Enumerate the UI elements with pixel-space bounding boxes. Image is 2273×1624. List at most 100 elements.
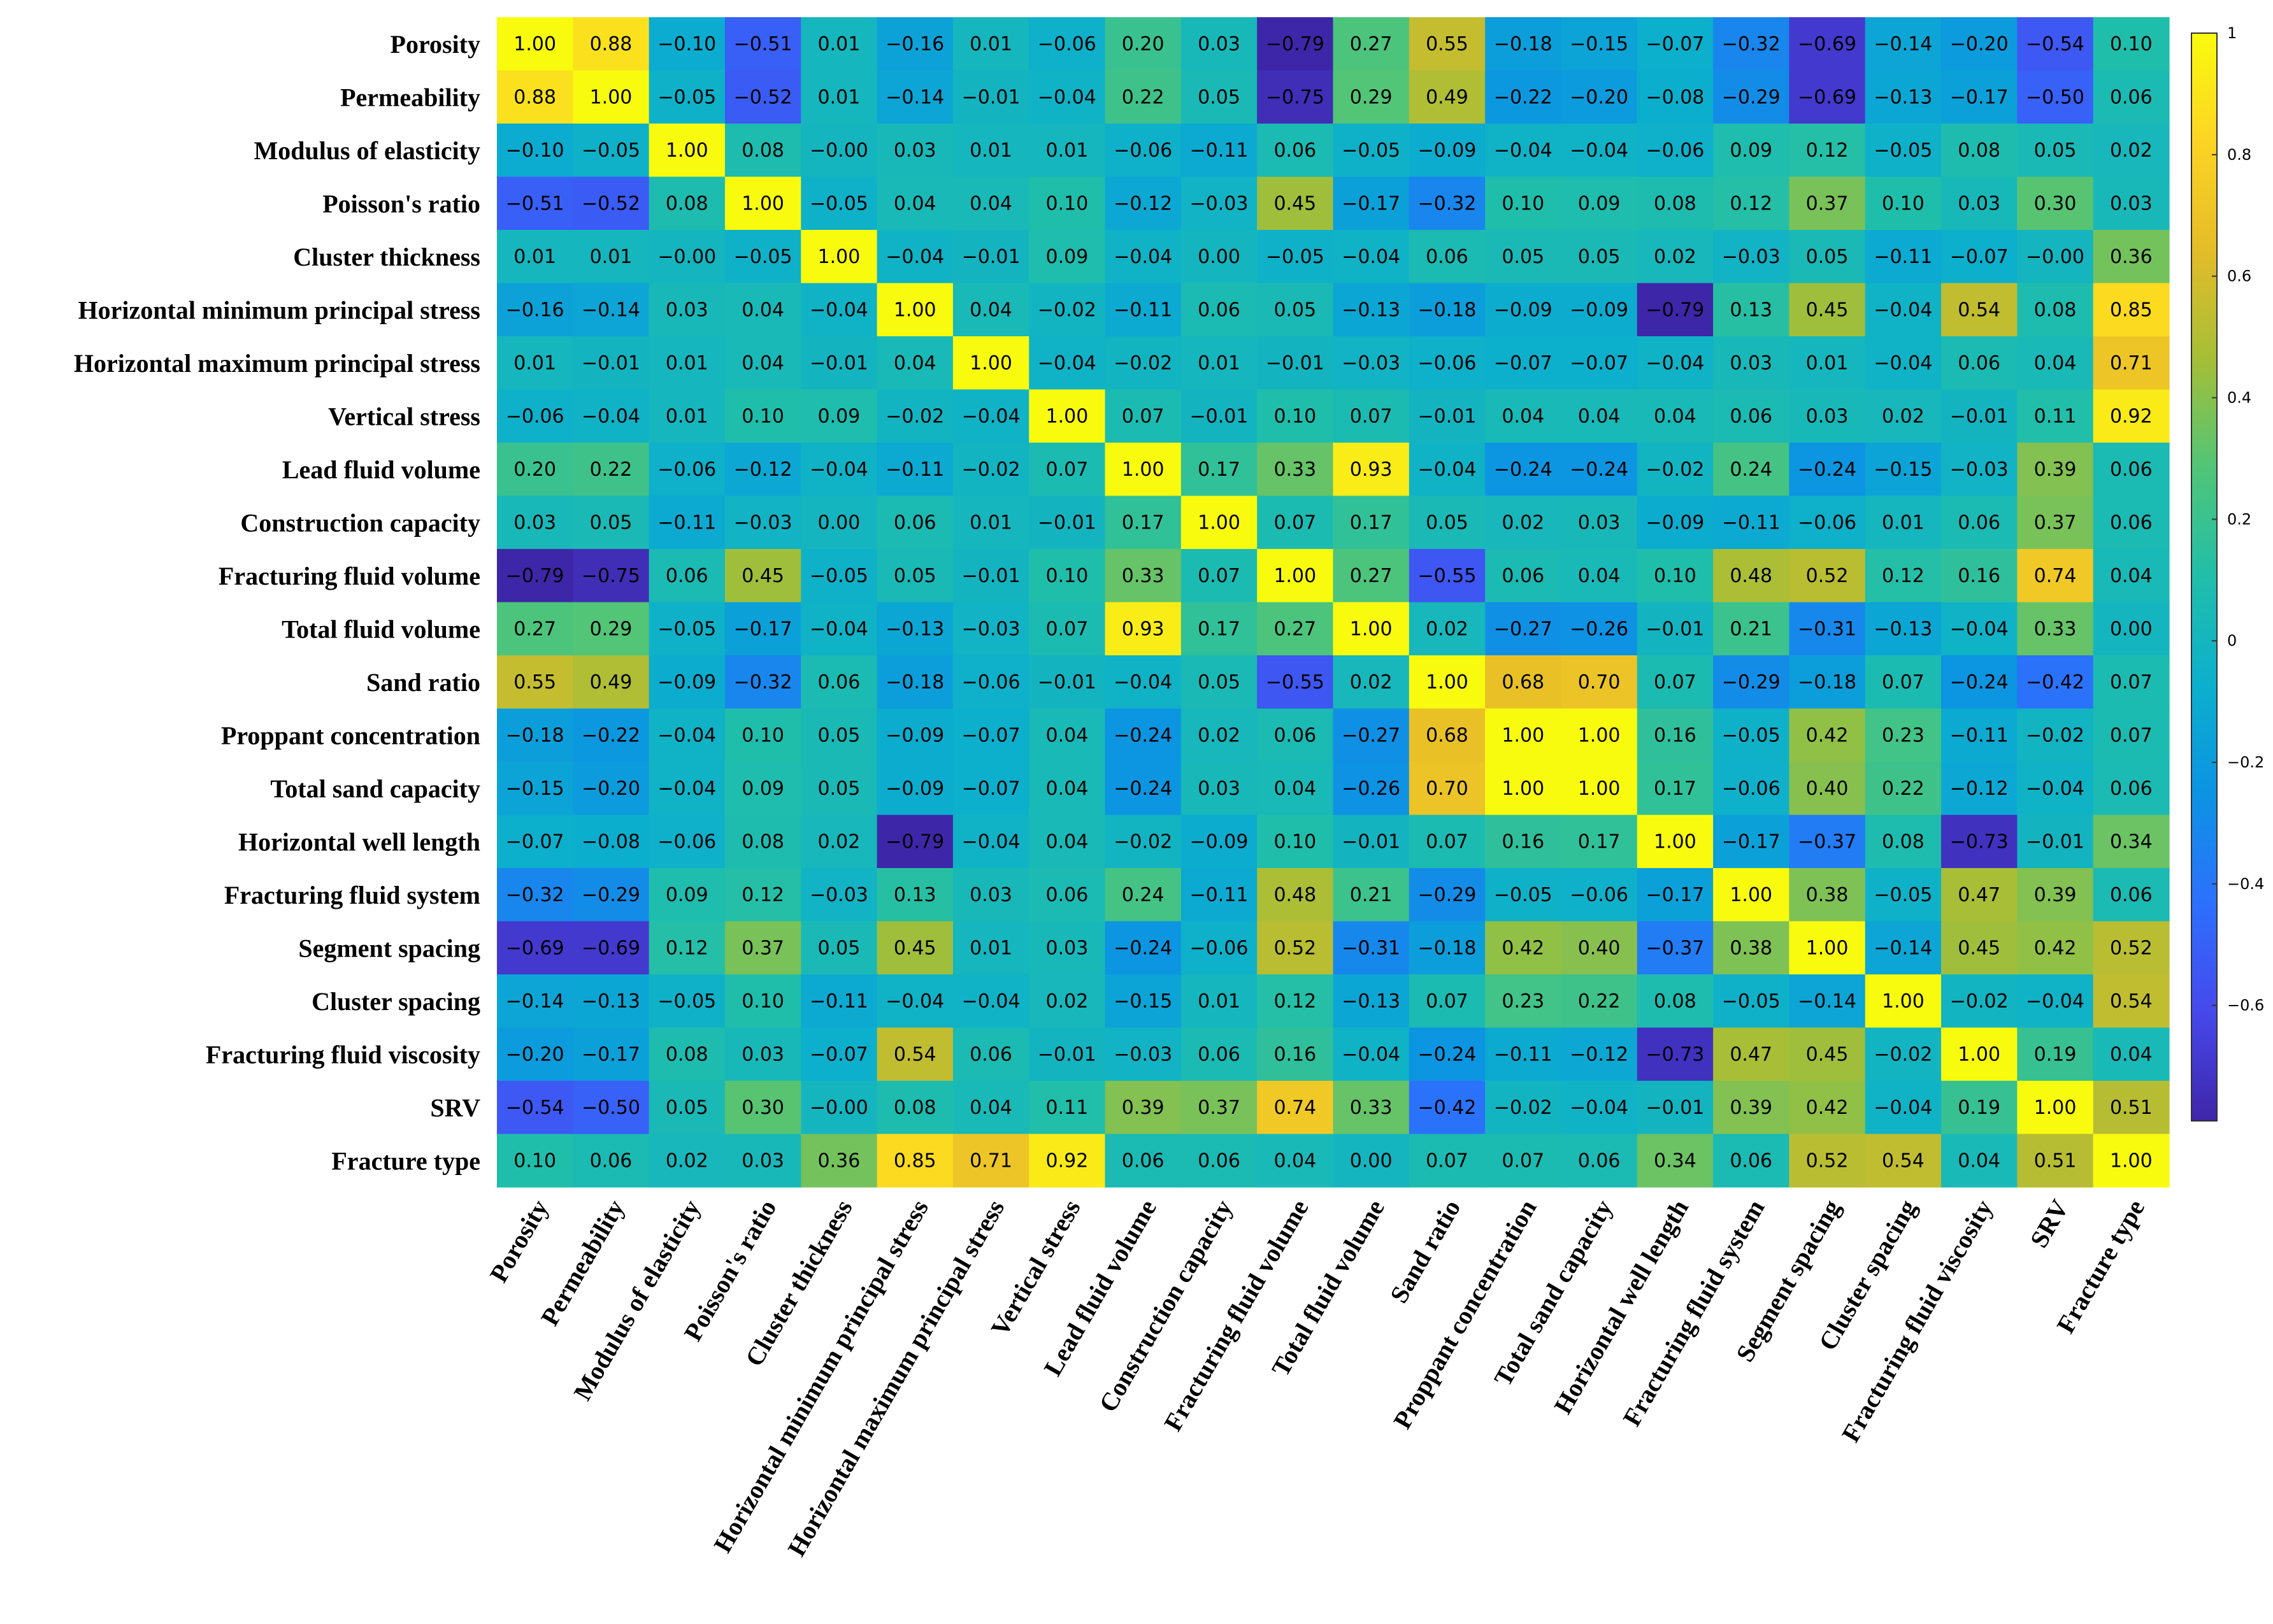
heatmap-cell-r14-c16 [1713, 762, 1790, 816]
heatmap-cell-r18-c1 [573, 974, 650, 1029]
cell-value-r12-c17: −0.18 [1798, 671, 1856, 694]
heatmap-cell-r8-c2 [649, 443, 726, 497]
cell-value-r12-c7: −0.01 [1038, 671, 1096, 694]
cell-value-r5-c10: 0.05 [1273, 299, 1316, 321]
cell-value-r2-c8: −0.06 [1114, 139, 1172, 162]
cell-value-r4-c13: 0.05 [1502, 246, 1544, 268]
heatmap-cell-r9-c10 [1257, 495, 1334, 550]
heatmap-cell-r11-c17 [1789, 602, 1866, 656]
cell-value-r7-c12: −0.01 [1418, 405, 1477, 427]
heatmap-cell-r3-c9 [1180, 176, 1258, 231]
cell-value-r18-c10: 0.12 [1273, 990, 1316, 1013]
heatmap-cell-r19-c15 [1637, 1027, 1714, 1081]
heatmap-cell-r0-c14 [1561, 17, 1638, 71]
heatmap-cell-r20-c15 [1637, 1081, 1714, 1135]
cell-value-r19-c14: −0.12 [1570, 1043, 1628, 1065]
cell-value-r6-c1: −0.01 [582, 352, 640, 374]
row-label-srv: SRV [430, 1093, 480, 1122]
cell-value-r18-c15: 0.08 [1654, 990, 1696, 1013]
heatmap-cell-r14-c3 [724, 762, 801, 816]
heatmap-cell-r10-c8 [1105, 549, 1182, 603]
heatmap-cell-r18-c11 [1333, 974, 1410, 1029]
cell-value-r19-c19: 1.00 [1958, 1043, 2000, 1065]
cell-value-r9-c20: 0.37 [2034, 511, 2077, 534]
heatmap-cell-r6-c19 [1941, 336, 2018, 390]
cell-value-r4-c9: 0.00 [1198, 246, 1240, 268]
cell-value-r10-c3: 0.45 [742, 565, 784, 587]
heatmap-cell-r10-c20 [2017, 549, 2094, 603]
heatmap-cell-r5-c0 [497, 283, 573, 337]
heatmap-cell-r11-c3 [724, 602, 801, 656]
heatmap-cell-r7-c6 [952, 389, 1029, 443]
cell-value-r16-c0: −0.32 [506, 884, 564, 906]
heatmap-cell-r19-c14 [1561, 1027, 1638, 1081]
heatmap-cell-r18-c14 [1561, 974, 1638, 1029]
cell-value-r2-c6: 0.01 [970, 139, 1012, 162]
cell-value-r21-c15: 0.34 [1654, 1150, 1696, 1172]
cell-value-r1-c2: −0.05 [657, 86, 716, 108]
heatmap-cell-r9-c3 [724, 495, 801, 550]
cell-value-r5-c8: −0.11 [1114, 299, 1172, 321]
cell-value-r3-c2: 0.08 [666, 192, 708, 215]
row-label-fracturing-fluid-system: Fracturing fluid system [224, 881, 480, 909]
row-label-segment-spacing: Segment spacing [298, 934, 480, 962]
cell-value-r14-c21: 0.06 [2110, 778, 2153, 800]
row-label-proppant-concentration: Proppant concentration [221, 721, 480, 750]
cell-value-r5-c19: 0.54 [1958, 299, 2000, 321]
heatmap-cell-r21-c13 [1485, 1134, 1562, 1188]
heatmap-cell-r11-c11 [1333, 602, 1410, 656]
cell-value-r9-c17: −0.06 [1798, 511, 1856, 534]
heatmap-cell-r16-c13 [1485, 868, 1562, 922]
heatmap-cell-r8-c11 [1333, 443, 1410, 497]
cell-value-r7-c10: 0.10 [1273, 405, 1316, 427]
cell-value-r11-c15: −0.01 [1646, 618, 1704, 640]
heatmap-cell-r17-c5 [877, 921, 954, 975]
heatmap-cell-r2-c15 [1637, 124, 1714, 178]
heatmap-cell-r17-c10 [1257, 921, 1334, 975]
cell-value-r6-c19: 0.06 [1958, 352, 2000, 374]
heatmap-cell-r17-c7 [1029, 921, 1106, 975]
heatmap-cell-r18-c3 [724, 974, 801, 1029]
cell-value-r12-c0: 0.55 [513, 671, 556, 694]
cell-value-r17-c11: −0.31 [1342, 937, 1400, 959]
cell-value-r11-c7: 0.07 [1045, 618, 1088, 640]
cell-value-r20-c3: 0.30 [742, 1097, 784, 1119]
cell-value-r3-c9: −0.03 [1190, 192, 1249, 215]
heatmap-cell-r12-c16 [1713, 655, 1790, 709]
heatmap-cell-r8-c19 [1941, 443, 2018, 497]
cell-value-r11-c8: 0.93 [1122, 618, 1165, 640]
cell-value-r9-c10: 0.07 [1273, 511, 1316, 534]
heatmap-cell-r11-c19 [1941, 602, 2018, 656]
heatmap-cell-r3-c4 [801, 176, 878, 231]
heatmap-cell-r3-c17 [1789, 176, 1866, 231]
heatmap-cell-r0-c20 [2017, 17, 2094, 71]
heatmap-cell-r20-c5 [877, 1081, 954, 1135]
heatmap-cell-r5-c17 [1789, 283, 1866, 337]
cell-value-r6-c13: −0.07 [1494, 352, 1552, 374]
cell-value-r13-c13: 1.00 [1502, 724, 1544, 746]
cell-value-r0-c13: −0.18 [1494, 33, 1552, 55]
cell-value-r10-c19: 0.16 [1958, 565, 2000, 587]
heatmap-cell-r15-c7 [1029, 815, 1106, 869]
heatmap-cell-r3-c20 [2017, 176, 2094, 231]
cell-value-r16-c2: 0.09 [666, 884, 708, 906]
cell-value-r13-c19: −0.11 [1950, 724, 2009, 746]
cell-value-r4-c3: −0.05 [734, 246, 792, 268]
heatmap-cell-r14-c7 [1029, 762, 1106, 816]
cell-value-r6-c3: 0.04 [742, 352, 784, 374]
heatmap-cell-r21-c20 [2017, 1134, 2094, 1188]
heatmap-cell-r1-c2 [649, 70, 726, 124]
row-label-total-fluid-volume: Total fluid volume [282, 615, 480, 643]
heatmap-cell-r18-c21 [2093, 974, 2170, 1029]
cell-value-r4-c7: 0.09 [1045, 246, 1088, 268]
heatmap-cell-r13-c14 [1561, 708, 1638, 762]
heatmap-cell-r4-c19 [1941, 230, 2018, 284]
heatmap-cell-r4-c11 [1333, 230, 1410, 284]
heatmap-cell-r16-c0 [497, 868, 573, 922]
cell-value-r3-c8: −0.12 [1114, 192, 1172, 215]
cell-value-r17-c4: 0.05 [818, 937, 861, 959]
heatmap-cell-r19-c21 [2093, 1027, 2170, 1081]
cell-value-r12-c3: −0.32 [734, 671, 792, 694]
cell-value-r11-c12: 0.02 [1426, 618, 1468, 640]
cell-value-r14-c19: −0.12 [1950, 778, 2009, 800]
